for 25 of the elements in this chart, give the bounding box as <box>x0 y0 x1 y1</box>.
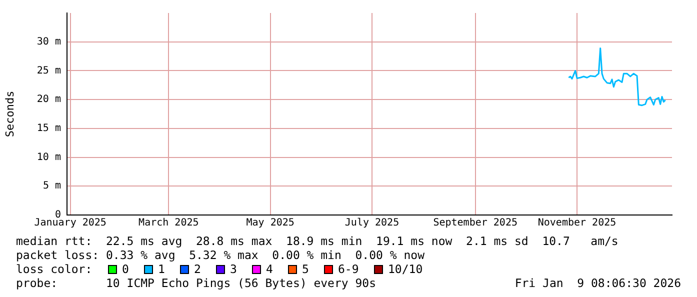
text: 3 <box>230 262 237 276</box>
text: 1 <box>158 262 165 276</box>
y-axis-title: Seconds <box>3 90 16 138</box>
text: packet loss: 0.33 % avg 5.32 % max 0.00 % min 0.00 % now <box>16 248 424 262</box>
y-tick-label: 10 m <box>36 152 61 163</box>
y-tick-label: 20 m <box>36 94 61 106</box>
text: Fri Jan 9 08:06:30 2026 <box>514 276 681 290</box>
text: loss color: <box>16 262 92 276</box>
text: 6-9 <box>338 262 359 276</box>
text: 0 <box>122 262 129 276</box>
y-tick-label: 15 m <box>36 123 61 134</box>
text: 5 <box>302 262 309 276</box>
y-tick-label: 30 m <box>36 36 61 48</box>
x-tick-label: May 2025 <box>246 218 294 229</box>
x-tick-label: November 2025 <box>538 218 616 229</box>
x-tick-label: March 2025 <box>138 218 199 229</box>
y-tick-label: 25 m <box>36 65 61 76</box>
text: 2 <box>194 262 201 276</box>
x-tick-label: September 2025 <box>433 218 518 229</box>
x-tick-label: July 2025 <box>344 218 400 229</box>
text: 10/10 <box>388 262 423 276</box>
text: probe: 10 ICMP Echo Pings (56 Bytes) every 90s <box>16 276 376 290</box>
text: 4 <box>266 262 273 276</box>
y-tick-label: 5 m <box>42 180 61 192</box>
text: median rtt: 22.5 ms avg 28.8 ms max 18.9 ms min 19.1 ms now 2.1 ms sd 10.7 am/s <box>16 234 618 248</box>
